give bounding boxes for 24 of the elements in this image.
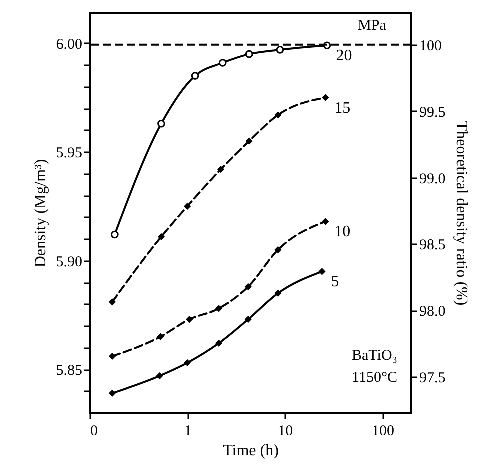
- annotation: MPa: [358, 18, 387, 34]
- series-label: 5: [331, 274, 340, 291]
- series-label: 10: [334, 224, 351, 241]
- series-label: 20: [336, 48, 352, 65]
- y2-tick-label: 99.0: [420, 171, 446, 188]
- annotation: 1150°C: [352, 370, 398, 386]
- y-tick-label: 6.00: [56, 36, 82, 53]
- y2-tick-label: 99.5: [420, 104, 446, 121]
- y2-axis-title: Theoretical density ratio (%): [452, 121, 470, 306]
- x-tick-label: 0: [90, 424, 98, 440]
- y2-tick-label: 98.5: [420, 238, 446, 254]
- x-axis-title: Time (h): [223, 442, 279, 460]
- y-tick-label: 5.95: [56, 146, 82, 162]
- y-tick-label: 5.90: [56, 254, 82, 270]
- y2-tick-label: 100: [420, 38, 442, 54]
- series-label: 15: [334, 100, 351, 117]
- y2-tick-label: 98.0: [420, 304, 446, 320]
- y2-tick-label: 97.5: [420, 370, 446, 387]
- x-tick-label: 1: [184, 424, 192, 440]
- x-tick-label: 100: [372, 424, 394, 440]
- annotation: BaTiO₃: [352, 348, 398, 364]
- y-tick-label: 5.85: [56, 363, 82, 380]
- x-tick-label: 10: [278, 424, 294, 440]
- y-axis-title: Density (Mg/m³): [32, 159, 50, 268]
